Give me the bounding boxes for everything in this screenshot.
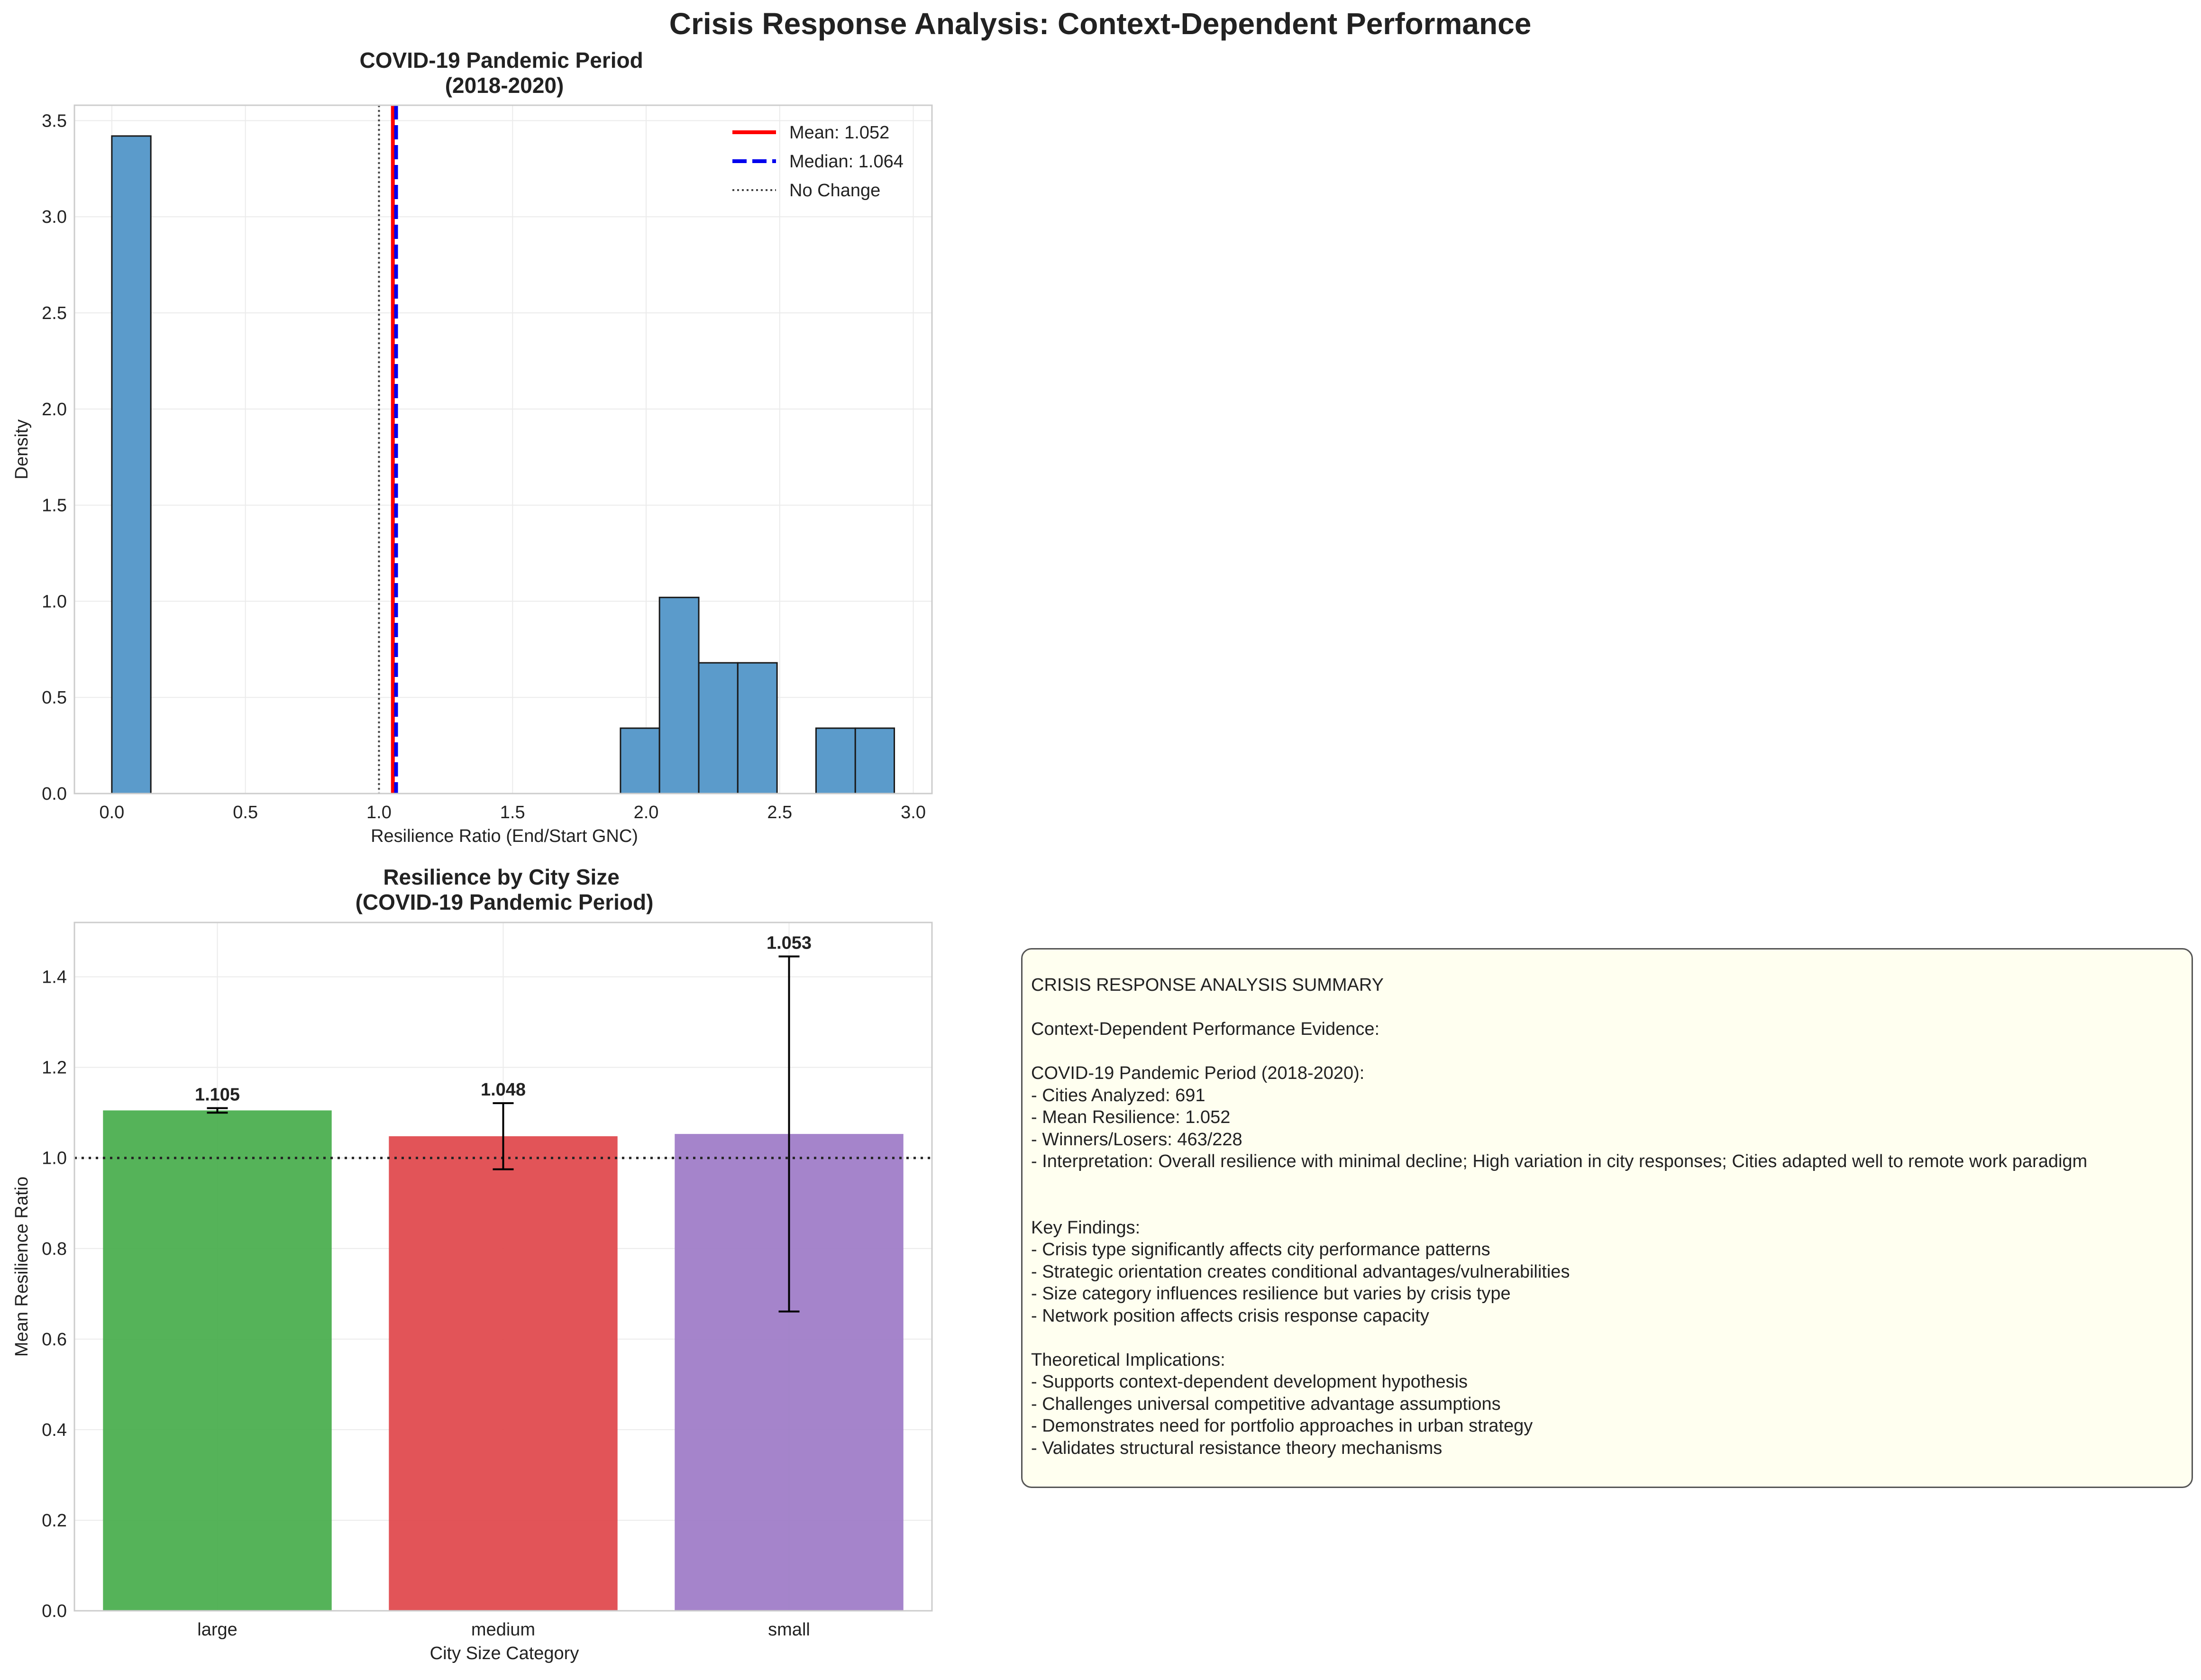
summary-line: - Strategic orientation creates conditio… bbox=[1031, 1261, 1570, 1282]
histogram-y-tick-label: 2.5 bbox=[42, 303, 67, 323]
histogram-x-tick-label: 1.5 bbox=[500, 803, 525, 822]
histogram-plot-background bbox=[74, 105, 932, 794]
summary-line: - Mean Resilience: 1.052 bbox=[1031, 1107, 1231, 1127]
citysize-y-tick-label: 0.0 bbox=[42, 1601, 67, 1621]
histogram-reference-lines bbox=[378, 105, 398, 794]
histogram-panel: COVID-19 Pandemic Period (2018-2020) 0.0… bbox=[12, 48, 933, 846]
summary-line: - Size category influences resilience bu… bbox=[1031, 1284, 1511, 1304]
summary-line: COVID-19 Pandemic Period (2018-2020): bbox=[1031, 1063, 1365, 1083]
summary-blank-line bbox=[1031, 1195, 2183, 1217]
histogram-y-axis-label: Density bbox=[12, 420, 32, 480]
histogram-title-line-2: (2018-2020) bbox=[445, 73, 564, 98]
citysize-bar-medium bbox=[389, 1136, 618, 1611]
citysize-panel: Resilience by City Size (COVID-19 Pandem… bbox=[12, 865, 933, 1663]
histogram-x-tick-label: 2.5 bbox=[767, 803, 792, 822]
summary-text-box: CRISIS RESPONSE ANALYSIS SUMMARY Context-… bbox=[1021, 948, 2193, 1488]
histogram-bar bbox=[698, 662, 739, 794]
figure-suptitle: Crisis Response Analysis: Context-Depend… bbox=[669, 7, 1532, 41]
histogram-x-tick-label: 2.0 bbox=[634, 803, 659, 822]
summary-line: - Demonstrates need for portfolio approa… bbox=[1031, 1416, 1533, 1436]
citysize-y-tick-label: 1.0 bbox=[42, 1149, 67, 1169]
summary-line: - Winners/Losers: 463/228 bbox=[1031, 1129, 1242, 1150]
summary-line: - Supports context-dependent development… bbox=[1031, 1372, 1468, 1392]
histogram-x-axis-label: Resilience Ratio (End/Start GNC) bbox=[371, 826, 638, 846]
summary-line: - Cities Analyzed: 691 bbox=[1031, 1085, 1206, 1105]
legend-entry-label: Mean: 1.052 bbox=[789, 123, 889, 143]
histogram-bar bbox=[111, 135, 152, 794]
summary-line: - Challenges universal competitive advan… bbox=[1031, 1394, 1501, 1414]
summary-line: - Network position affects crisis respon… bbox=[1031, 1306, 1429, 1326]
citysize-title-line-1: Resilience by City Size bbox=[383, 865, 620, 889]
histogram-x-tick-label: 0.0 bbox=[99, 803, 124, 822]
legend-entry-label: Median: 1.064 bbox=[789, 152, 904, 172]
histogram-y-tick-label: 2.0 bbox=[42, 400, 67, 420]
histogram-y-tick-label: 3.5 bbox=[42, 111, 67, 131]
histogram-bars bbox=[111, 135, 895, 794]
histogram-x-tick-label: 3.0 bbox=[901, 803, 926, 822]
citysize-value-labels: 1.105 1.048 1.053 bbox=[195, 933, 812, 1105]
summary-line: - Interpretation: Overall resilience wit… bbox=[1031, 1151, 2088, 1171]
citysize-x-axis-label: City Size Category bbox=[430, 1643, 579, 1663]
histogram-y-tick-label: 3.0 bbox=[42, 207, 67, 227]
summary-line: - Validates structural resistance theory… bbox=[1031, 1438, 1443, 1458]
histogram-bar bbox=[737, 662, 778, 794]
citysize-y-ticks: 0.0 0.2 0.4 0.6 0.8 1.0 1.2 1.4 bbox=[42, 968, 67, 1621]
summary-blank-line bbox=[1031, 1041, 2183, 1063]
summary-line: Theoretical Implications: bbox=[1031, 1350, 1225, 1370]
histogram-y-tick-label: 1.0 bbox=[42, 592, 67, 612]
citysize-y-tick-label: 1.4 bbox=[42, 968, 67, 987]
citysize-error-bars bbox=[207, 955, 800, 1313]
citysize-title-line-2: (COVID-19 Pandemic Period) bbox=[356, 890, 654, 914]
histogram-x-ticks: 0.0 0.5 1.0 1.5 2.0 2.5 3.0 bbox=[99, 803, 925, 822]
citysize-value-label-medium: 1.048 bbox=[481, 1080, 526, 1100]
histogram-x-tick-label: 1.0 bbox=[366, 803, 392, 822]
histogram-legend: Mean: 1.052 Median: 1.064 No Change bbox=[732, 123, 904, 201]
summary-line: Context-Dependent Performance Evidence: bbox=[1031, 1019, 1380, 1039]
histogram-y-ticks: 0.0 0.5 1.0 1.5 2.0 2.5 3.0 3.5 bbox=[42, 111, 67, 804]
histogram-bar bbox=[815, 727, 856, 794]
citysize-x-tick-label: large bbox=[197, 1620, 237, 1640]
citysize-y-tick-label: 1.2 bbox=[42, 1058, 67, 1078]
histogram-bar bbox=[658, 596, 700, 794]
histogram-bar bbox=[620, 727, 660, 794]
citysize-x-tick-label: medium bbox=[471, 1620, 535, 1640]
citysize-value-label-large: 1.105 bbox=[195, 1085, 240, 1105]
histogram-title: COVID-19 Pandemic Period (2018-2020) bbox=[360, 48, 649, 98]
histogram-bar bbox=[854, 727, 895, 794]
citysize-y-tick-label: 0.8 bbox=[42, 1239, 67, 1259]
histogram-x-tick-label: 0.5 bbox=[233, 803, 258, 822]
histogram-plot-frame bbox=[73, 104, 933, 794]
citysize-y-tick-label: 0.2 bbox=[42, 1511, 67, 1531]
histogram-y-tick-label: 1.5 bbox=[42, 496, 67, 516]
citysize-bar-large bbox=[103, 1110, 332, 1611]
citysize-y-axis-label: Mean Resilience Ratio bbox=[12, 1177, 32, 1357]
citysize-y-tick-label: 0.4 bbox=[42, 1420, 67, 1440]
citysize-value-label-small: 1.053 bbox=[767, 933, 812, 953]
citysize-y-tick-label: 0.6 bbox=[42, 1330, 67, 1350]
summary-blank-line bbox=[1031, 996, 2183, 1019]
histogram-y-tick-label: 0.0 bbox=[42, 784, 67, 804]
summary-line: CRISIS RESPONSE ANALYSIS SUMMARY bbox=[1031, 975, 1384, 995]
summary-line: - Crisis type significantly affects city… bbox=[1031, 1240, 1490, 1260]
citysize-title: Resilience by City Size (COVID-19 Pandem… bbox=[356, 865, 654, 914]
summary-blank-line bbox=[1031, 1327, 2183, 1349]
citysize-x-ticks: large medium small bbox=[197, 1620, 810, 1640]
histogram-title-line-1: COVID-19 Pandemic Period bbox=[360, 48, 643, 73]
histogram-y-tick-label: 0.5 bbox=[42, 688, 67, 708]
summary-blank-line bbox=[1031, 1173, 2183, 1195]
citysize-bars bbox=[103, 1110, 904, 1611]
summary-line: Key Findings: bbox=[1031, 1217, 1141, 1238]
citysize-x-tick-label: small bbox=[768, 1620, 810, 1640]
citysize-plot-frame bbox=[73, 922, 933, 1612]
legend-entry-label: No Change bbox=[789, 181, 880, 201]
